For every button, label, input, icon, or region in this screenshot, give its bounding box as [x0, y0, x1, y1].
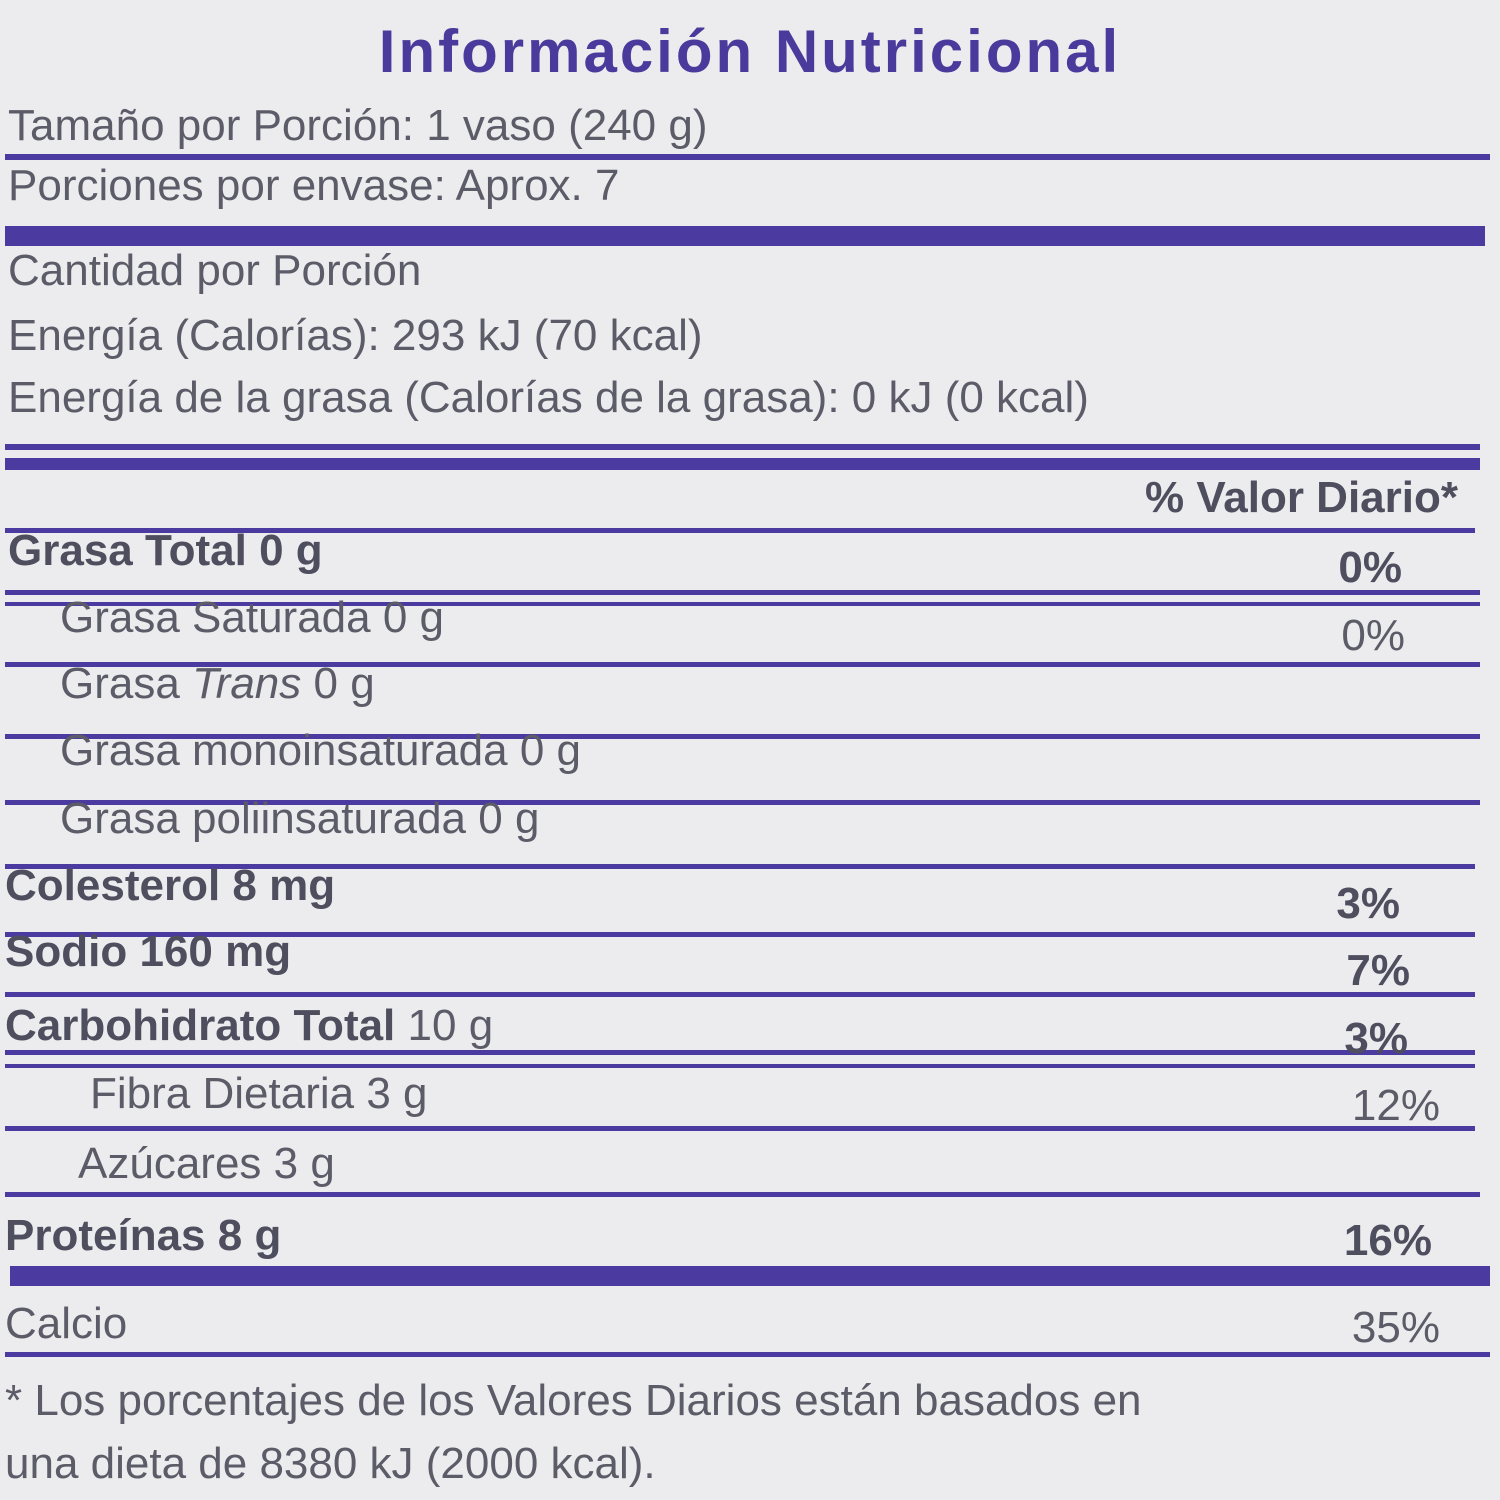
servings: Porciones por envase: Aprox. 7 — [8, 161, 619, 210]
nutrient: Grasa Total — [8, 526, 247, 575]
rule — [5, 734, 1480, 739]
rule — [5, 528, 1475, 533]
nutrient: Proteínas — [5, 1211, 206, 1260]
nutrient: Grasa — [60, 659, 180, 708]
amount: 10 g — [408, 1001, 494, 1050]
amount: 0 g — [314, 659, 375, 708]
rule — [5, 932, 1475, 937]
rule — [5, 1050, 1475, 1055]
row: Grasa Total 0 g — [8, 526, 323, 575]
rule-thick — [10, 1266, 1490, 1286]
dv: 35% — [1352, 1303, 1440, 1352]
dv: 12% — [1352, 1081, 1440, 1130]
row: Grasa Trans 0 g — [60, 659, 375, 708]
rule — [5, 992, 1475, 997]
footnote: * Los porcentajes de los Valores Diarios… — [5, 1376, 1142, 1425]
amount: 0 g — [383, 593, 444, 642]
amount: 3 g — [366, 1069, 427, 1118]
rule-thick — [5, 458, 1480, 470]
fat-energy: Energía de la grasa (Calorías de la gras… — [8, 373, 1089, 422]
rule-thick — [5, 226, 1485, 246]
nutrient: Sodio — [5, 927, 127, 976]
nutrient: Carbohidrato Total — [5, 1001, 395, 1050]
rule — [5, 1352, 1490, 1357]
dv: 0% — [1341, 611, 1405, 660]
dv: 3% — [1344, 1014, 1408, 1063]
nutrient: Fibra Dietaria — [90, 1069, 355, 1118]
row: Colesterol 8 mg — [5, 861, 335, 910]
dv-header: % Valor Diario* — [1145, 473, 1459, 522]
rule — [5, 662, 1480, 667]
dv: 7% — [1346, 946, 1410, 995]
title: Información Nutricional — [379, 18, 1121, 85]
rules — [5, 154, 1490, 1357]
rule — [5, 602, 1480, 606]
row: Sodio 160 mg — [5, 927, 291, 976]
dv: 16% — [1344, 1216, 1432, 1265]
nutrient: Azúcares — [78, 1139, 261, 1188]
calcium: Calcio — [5, 1299, 127, 1348]
amount: 0 g — [478, 794, 539, 843]
amount: 3 g — [274, 1139, 335, 1188]
nutrient: Grasa poliinsaturada — [60, 794, 467, 843]
rule — [5, 444, 1480, 450]
dv: 0% — [1338, 543, 1402, 592]
amount: 0 g — [520, 726, 581, 775]
serving-size: Tamaño por Porción: 1 vaso (240 g) — [8, 101, 708, 150]
row: Grasa monoinsaturada 0 g — [60, 726, 581, 775]
energy: Energía (Calorías): 293 kJ (70 kcal) — [8, 311, 703, 360]
rule — [5, 1126, 1475, 1131]
nutrient-italic: Trans — [192, 659, 301, 708]
rule — [5, 864, 1475, 869]
rule — [5, 800, 1480, 805]
nutrient: Grasa Saturada — [60, 593, 371, 642]
row: Grasa Saturada 0 g — [60, 593, 444, 642]
footnote: una dieta de 8380 kJ (2000 kcal). — [5, 1439, 656, 1488]
nutrient: Colesterol — [5, 861, 220, 910]
amount: 0 g — [259, 526, 323, 575]
row: Carbohidrato Total 10 g — [5, 1001, 493, 1050]
rule — [5, 1192, 1480, 1197]
row: Azúcares 3 g — [78, 1139, 335, 1188]
dv: 3% — [1336, 879, 1400, 928]
row: Fibra Dietaria 3 g — [90, 1069, 428, 1118]
row: Proteínas 8 g — [5, 1211, 281, 1260]
amount: 8 mg — [232, 861, 335, 910]
rule — [5, 154, 1490, 160]
amount: 8 g — [218, 1211, 282, 1260]
rule — [5, 1064, 1475, 1068]
rule — [5, 590, 1480, 595]
row: Grasa poliinsaturada 0 g — [60, 794, 539, 843]
amount-header: Cantidad por Porción — [8, 246, 421, 295]
amount: 160 mg — [139, 927, 291, 976]
nutrient: Grasa monoinsaturada — [60, 726, 508, 775]
